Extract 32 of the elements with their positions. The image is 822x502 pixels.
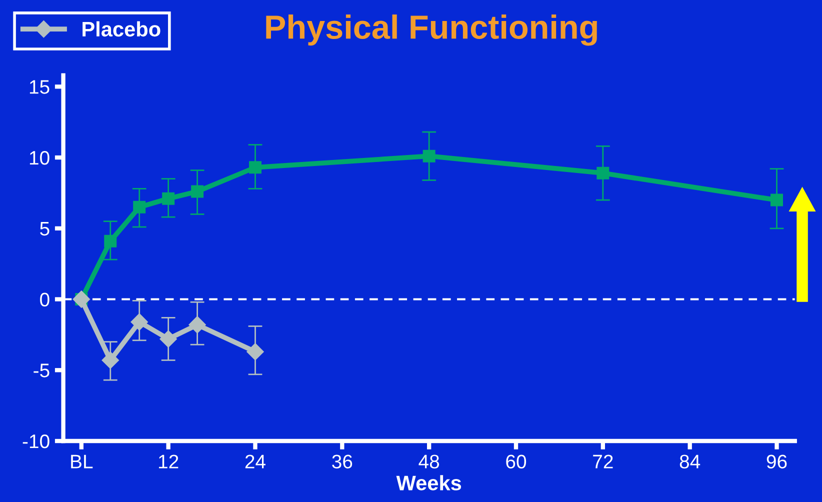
y-tick-label: -10 <box>22 434 50 448</box>
x-tick-label: 72 <box>593 454 613 468</box>
point <box>130 313 148 330</box>
point <box>596 166 610 180</box>
point <box>246 343 264 360</box>
y-tick-label: 10 <box>30 150 50 165</box>
point <box>72 290 90 308</box>
y-tick-label: 15 <box>30 80 50 94</box>
point <box>191 185 204 198</box>
x-tick-label: 24 <box>245 454 266 468</box>
point <box>162 192 175 205</box>
x-tick-label: 60 <box>506 454 526 468</box>
point <box>160 330 177 348</box>
point <box>248 161 262 174</box>
legend-label: Placebo <box>82 21 160 37</box>
x-tick-label: 84 <box>680 454 700 468</box>
x-tick-label: 36 <box>332 454 352 468</box>
x-tick-label: 96 <box>766 454 787 468</box>
x-tick-label: 48 <box>418 454 440 468</box>
point <box>770 194 784 206</box>
point <box>422 150 436 162</box>
point <box>133 200 146 214</box>
x-axis-title: Weeks <box>396 475 462 490</box>
x-tick-label: 12 <box>158 454 178 468</box>
point <box>188 316 206 334</box>
x-tick-label: BL <box>71 454 93 468</box>
chart-title: Physical Functioning <box>266 14 597 46</box>
point <box>104 234 117 248</box>
point <box>102 352 119 369</box>
y-tick-label: 5 <box>40 222 50 236</box>
y-tick-label: 0 <box>40 292 50 306</box>
y-tick-label: -5 <box>34 364 50 378</box>
